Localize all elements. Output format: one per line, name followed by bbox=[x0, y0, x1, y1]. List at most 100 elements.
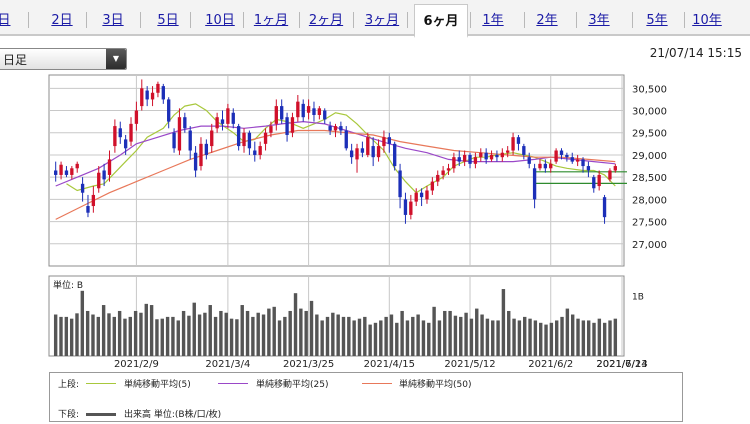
tab-separator bbox=[28, 12, 29, 28]
candle-body bbox=[215, 117, 219, 129]
price-tick-label: 29,000 bbox=[632, 151, 667, 162]
legend-ma25-swatch bbox=[218, 383, 248, 384]
tab-13[interactable]: 10年 bbox=[692, 13, 722, 28]
volume-bar bbox=[128, 316, 132, 356]
volume-bar bbox=[336, 314, 340, 356]
tab-separator bbox=[407, 12, 408, 28]
tab-separator bbox=[243, 12, 244, 28]
tab-4[interactable]: 10日 bbox=[205, 13, 235, 28]
candle-body bbox=[323, 110, 327, 120]
tab-8[interactable]: 6ヶ月 bbox=[414, 4, 468, 38]
volume-bar bbox=[53, 314, 58, 356]
candle-body bbox=[581, 159, 585, 167]
candle-body bbox=[231, 112, 235, 124]
candle-body bbox=[549, 163, 553, 169]
price-tick-label: 28,500 bbox=[632, 173, 667, 184]
volume-bar bbox=[341, 316, 346, 356]
candle-body bbox=[522, 146, 526, 155]
tab-11[interactable]: 3年 bbox=[588, 13, 610, 28]
update-timestamp: 21/07/14 15:15 bbox=[649, 46, 742, 60]
volume-bar bbox=[602, 322, 607, 356]
volume-bar bbox=[427, 322, 431, 356]
candle-body bbox=[113, 126, 117, 147]
candle-body bbox=[349, 150, 354, 158]
volume-bar bbox=[69, 318, 74, 356]
triangle-down-icon[interactable]: ▼ bbox=[106, 49, 126, 69]
volume-bar bbox=[187, 315, 191, 356]
tab-12[interactable]: 5年 bbox=[646, 13, 668, 28]
x-tick-label: 2021/4/15 bbox=[364, 359, 415, 370]
tab-5[interactable]: 1ヶ月 bbox=[253, 13, 289, 28]
candle-body bbox=[199, 143, 203, 167]
candle-body bbox=[543, 163, 548, 169]
volume-bar bbox=[155, 319, 159, 356]
volume-bar bbox=[133, 310, 138, 356]
volume-bar bbox=[139, 312, 143, 356]
candle-body bbox=[210, 130, 214, 147]
candle-body bbox=[285, 117, 289, 135]
candle-body bbox=[559, 150, 564, 155]
tab-separator bbox=[576, 12, 577, 28]
candle-body bbox=[306, 106, 311, 113]
candle-body bbox=[489, 154, 494, 160]
tab-separator bbox=[353, 12, 354, 28]
tab-10[interactable]: 2年 bbox=[536, 13, 558, 28]
price-tick-label: 29,500 bbox=[632, 129, 667, 140]
candle-body bbox=[484, 152, 488, 160]
volume-bar bbox=[320, 320, 324, 356]
candle-body bbox=[188, 130, 192, 151]
candle-body bbox=[328, 126, 332, 131]
candle-body bbox=[204, 143, 209, 155]
tab-1[interactable]: 2日 bbox=[51, 13, 73, 28]
candle-body bbox=[274, 106, 278, 124]
volume-bar bbox=[368, 324, 372, 356]
volume-bar bbox=[101, 305, 106, 356]
period-tab-bar: 日 2日 3日 5日 10日 1ヶ月 2ヶ月 3ヶ月 6ヶ月 1年 2年 3年 5年 10年 bbox=[0, 0, 750, 38]
tab-7[interactable]: 3ヶ月 bbox=[364, 13, 400, 28]
volume-bar bbox=[75, 313, 79, 356]
volume-bar bbox=[325, 316, 330, 356]
price-tick-label: 30,000 bbox=[632, 107, 667, 118]
volume-bar bbox=[277, 320, 282, 356]
volume-bar bbox=[80, 290, 85, 356]
volume-bar bbox=[496, 320, 500, 356]
candle-body bbox=[468, 154, 472, 164]
volume-bar bbox=[554, 320, 559, 356]
legend-ma50-label: 単純移動平均(50) bbox=[399, 380, 472, 390]
candle-body bbox=[118, 128, 122, 138]
volume-bar bbox=[507, 310, 511, 356]
candle-body bbox=[554, 150, 558, 162]
candle-body bbox=[393, 143, 397, 167]
tab-6[interactable]: 2ヶ月 bbox=[308, 13, 344, 28]
candle-body bbox=[419, 192, 424, 198]
candle-body bbox=[376, 146, 381, 158]
candle-body bbox=[193, 152, 198, 171]
candle-body bbox=[86, 206, 90, 213]
tab-separator bbox=[190, 12, 191, 28]
candle-body bbox=[360, 148, 365, 153]
legend-ma50-swatch bbox=[362, 383, 392, 384]
volume-bar bbox=[224, 312, 228, 356]
tab-9[interactable]: 1年 bbox=[482, 13, 504, 28]
candle-body bbox=[75, 163, 79, 169]
candle-body bbox=[414, 192, 418, 202]
candle-body bbox=[425, 190, 429, 200]
volume-bar bbox=[256, 312, 260, 356]
candle-body bbox=[441, 170, 445, 175]
volume-bar bbox=[533, 320, 538, 356]
tab-0[interactable]: 日 bbox=[0, 13, 11, 28]
tab-2[interactable]: 3日 bbox=[102, 13, 124, 28]
volume-bar bbox=[293, 293, 298, 356]
volume-bar bbox=[379, 320, 383, 356]
candle-body bbox=[387, 137, 391, 144]
volume-bar bbox=[432, 306, 436, 356]
candle-body bbox=[145, 90, 149, 100]
tab-3[interactable]: 5日 bbox=[157, 13, 179, 28]
candle-body bbox=[339, 126, 343, 131]
volume-bar bbox=[304, 310, 308, 356]
candle-body bbox=[317, 108, 322, 115]
interval-select[interactable]: 日足 ▼ bbox=[0, 48, 127, 70]
candle-body bbox=[129, 123, 133, 142]
candle-body bbox=[344, 130, 348, 149]
candle-body bbox=[156, 83, 160, 93]
